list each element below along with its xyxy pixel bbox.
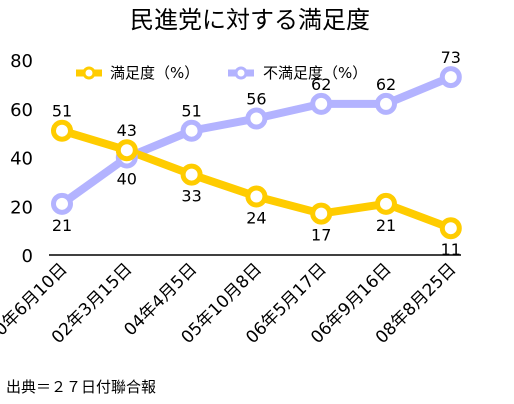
data-label-dissatisfied: 56 bbox=[246, 90, 266, 109]
data-point-dissatisfied bbox=[180, 119, 203, 142]
data-point-satisfied bbox=[310, 202, 333, 225]
legend: 満足度（%） 不満足度（%） bbox=[76, 64, 367, 82]
data-label-satisfied: 17 bbox=[311, 226, 331, 245]
y-axis: 0 20 40 60 80 bbox=[10, 51, 33, 267]
y-tick-label: 60 bbox=[10, 100, 33, 121]
data-point-satisfied bbox=[245, 185, 268, 208]
source-note: 出典＝２７日付聯合報 bbox=[6, 378, 156, 396]
data-point-satisfied bbox=[51, 119, 73, 142]
data-label-satisfied: 21 bbox=[376, 216, 396, 235]
data-point-dissatisfied bbox=[51, 192, 73, 215]
legend-item-dissatisfied: 不満足度（%） bbox=[228, 64, 367, 82]
data-label-satisfied: 11 bbox=[441, 240, 461, 259]
data-point-dissatisfied bbox=[310, 92, 333, 115]
y-tick-label: 0 bbox=[22, 246, 33, 267]
data-point-satisfied bbox=[375, 192, 397, 215]
data-label-satisfied: 43 bbox=[117, 121, 137, 140]
data-label-satisfied: 33 bbox=[181, 187, 201, 206]
series-markers bbox=[51, 66, 462, 240]
y-tick-label: 40 bbox=[10, 149, 33, 170]
y-tick-label: 80 bbox=[10, 51, 33, 72]
legend-label-dissatisfied: 不満足度（%） bbox=[263, 64, 367, 82]
legend-marker-dissatisfied bbox=[234, 66, 248, 80]
legend-label-satisfied: 満足度（%） bbox=[110, 64, 199, 82]
data-label-dissatisfied: 73 bbox=[441, 48, 461, 67]
data-point-dissatisfied bbox=[439, 66, 462, 89]
data-label-dissatisfied: 62 bbox=[376, 75, 396, 94]
legend-item-satisfied: 満足度（%） bbox=[76, 64, 199, 82]
data-label-dissatisfied: 21 bbox=[52, 216, 72, 235]
legend-marker-satisfied bbox=[82, 66, 96, 80]
x-tick-labels: 00年6月10日02年3月15日04年4月5日05年10月8日06年5月17日0… bbox=[0, 259, 460, 347]
data-point-dissatisfied bbox=[245, 107, 268, 130]
data-label-dissatisfied: 51 bbox=[181, 102, 201, 121]
data-label-satisfied: 51 bbox=[52, 102, 72, 121]
chart-title: 民進党に対する満足度 bbox=[130, 6, 370, 34]
data-label-dissatisfied: 62 bbox=[311, 75, 331, 94]
data-label-dissatisfied: 40 bbox=[117, 170, 137, 189]
data-point-dissatisfied bbox=[375, 92, 397, 115]
data-point-satisfied bbox=[180, 163, 203, 186]
data-labels: 51 43 33 24 17 21 11 21 40 51 56 62 62 73 bbox=[52, 48, 461, 259]
data-label-satisfied: 24 bbox=[246, 209, 266, 228]
y-tick-label: 20 bbox=[10, 197, 33, 218]
data-point-satisfied bbox=[439, 217, 462, 240]
data-point-satisfied bbox=[115, 139, 138, 162]
